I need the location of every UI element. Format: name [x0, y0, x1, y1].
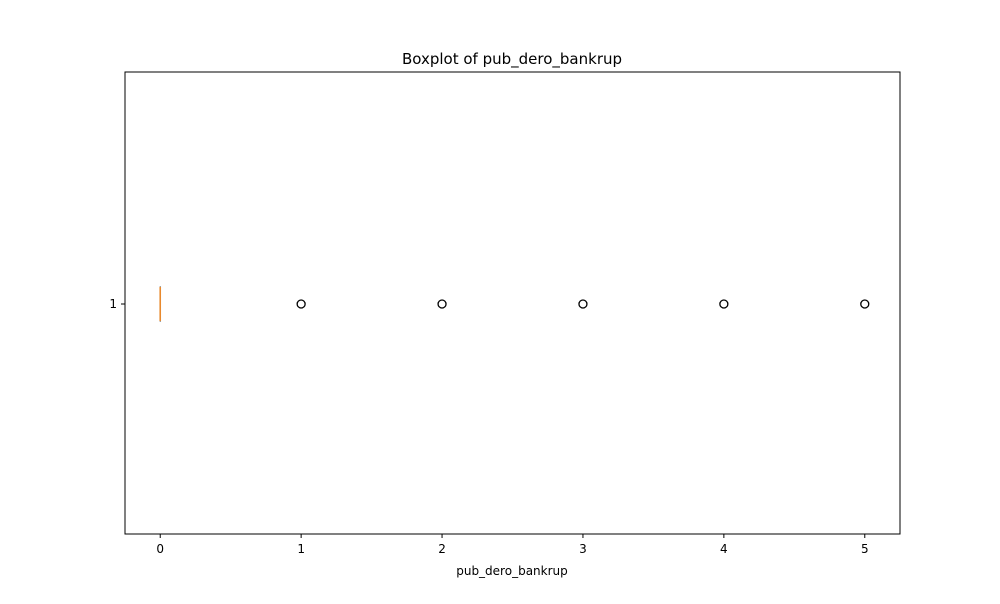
plot-area [125, 72, 900, 534]
x-tick-label: 2 [438, 542, 446, 556]
plot-frame [125, 72, 900, 534]
x-tick-label: 0 [156, 542, 164, 556]
outlier-point [861, 300, 869, 308]
y-tick-label: 1 [109, 297, 117, 311]
x-tick-label: 1 [297, 542, 305, 556]
y-axis: 1 [109, 297, 125, 311]
outlier-point [579, 300, 587, 308]
x-tick-label: 4 [720, 542, 728, 556]
outlier-point [438, 300, 446, 308]
x-tick-label: 5 [861, 542, 869, 556]
x-axis: 0 1 2 3 4 5 [156, 534, 868, 556]
outlier-point [297, 300, 305, 308]
outlier-point [720, 300, 728, 308]
chart-title: Boxplot of pub_dero_bankrup [402, 50, 622, 69]
x-tick-label: 3 [579, 542, 587, 556]
x-axis-label: pub_dero_bankrup [456, 564, 568, 578]
